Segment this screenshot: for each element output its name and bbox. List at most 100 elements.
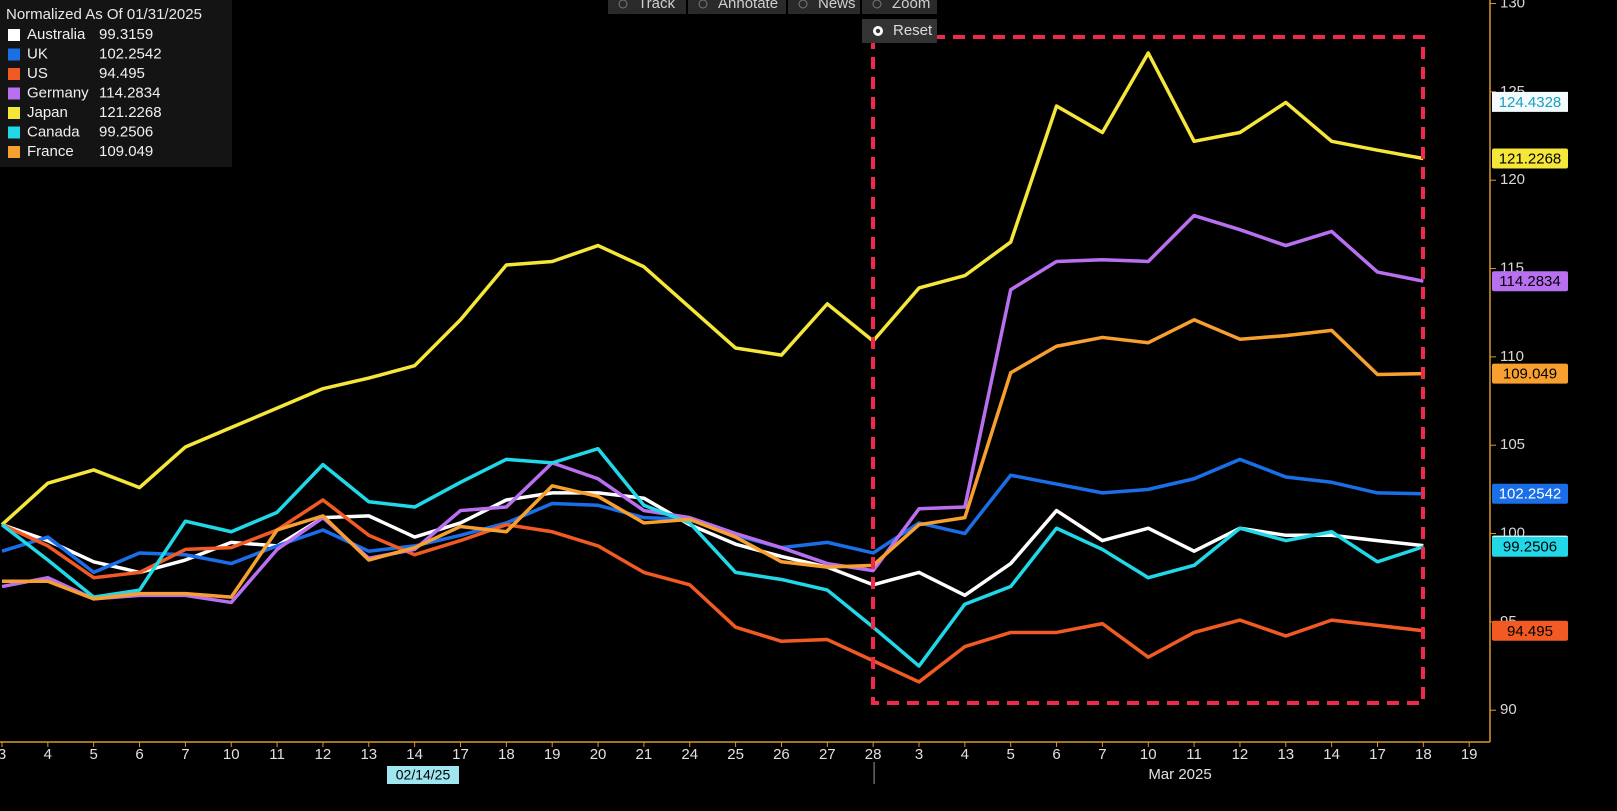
x-tick-label: 19: [544, 746, 561, 763]
x-tick-label: 7: [181, 746, 189, 763]
x-tick-label: 4: [44, 746, 52, 763]
series-line: [0, 51, 1424, 526]
legend-label: UK: [27, 45, 48, 62]
x-tick-label: 10: [1140, 746, 1157, 763]
last-value-tag: [1492, 271, 1568, 292]
last-value-label: 99.2506: [1503, 539, 1557, 556]
toolbar-button-label: News: [818, 0, 856, 12]
toolbar-button-bg: [688, 0, 786, 14]
y-tick-label: 130: [1500, 0, 1525, 12]
month-label: Mar 2025: [1148, 766, 1211, 783]
x-tick-label: 14: [406, 746, 423, 763]
x-tick-label: 28: [865, 746, 882, 763]
legend-value: 94.495: [99, 65, 145, 82]
toolbar-button-bg: [608, 0, 686, 14]
x-tick-label: 12: [1232, 746, 1249, 763]
toolbar-button[interactable]: Track: [608, 0, 686, 14]
x-tick-label: 25: [727, 746, 744, 763]
last-value-label: 94.495: [1507, 623, 1553, 640]
x-tick-label: 18: [498, 746, 515, 763]
legend: Normalized As Of 01/31/2025 Australia 99.3…: [0, 0, 232, 167]
legend-swatch: [8, 48, 20, 61]
x-tick-label: 17: [452, 746, 469, 763]
last-value-tag: [1492, 536, 1568, 557]
x-tick-label: 19: [1461, 746, 1478, 763]
last-value-label: 114.2834: [1499, 273, 1560, 290]
legend-box: [0, 0, 232, 167]
toolbar-icon: [798, 0, 808, 9]
legend-value: 114.2834: [99, 84, 160, 101]
last-value-label: 102.2542: [1499, 486, 1562, 503]
x-tick-label: 14: [1323, 746, 1340, 763]
toolbar: Track Annotate News Zoom Reset: [608, 0, 937, 43]
toolbar-icon: [872, 0, 882, 9]
plot-area: 9095100105110115120125130345671011121314…: [0, 0, 1568, 784]
series-line: [1, 213, 1424, 605]
legend-swatch: [8, 87, 20, 100]
x-tick-label: 5: [90, 746, 98, 763]
legend-label: France: [27, 143, 74, 160]
legend-label: Japan: [27, 104, 68, 121]
x-tick-label: 11: [1186, 746, 1202, 763]
toolbar-button-label: Annotate: [718, 0, 778, 12]
last-value-label: 109.049: [1503, 366, 1557, 383]
legend-swatch: [8, 68, 20, 80]
toolbar-button-bg: [788, 0, 860, 14]
legend-label: Australia: [27, 26, 86, 43]
toolbar-button[interactable]: Annotate: [688, 0, 786, 14]
toolbar-button-label: Track: [638, 0, 675, 12]
legend-value: 99.2506: [99, 123, 153, 140]
cursor-value-label: 124.4328: [1499, 94, 1562, 111]
x-tick-label: 21: [636, 746, 653, 763]
x-tick-label: 10: [223, 746, 240, 763]
legend-value: 121.2268: [99, 104, 162, 121]
x-tick-label: 11: [269, 746, 285, 763]
legend-swatch: [8, 107, 20, 119]
x-tick-label: 24: [681, 746, 698, 763]
legend-label: Germany: [27, 84, 89, 101]
x-tick-label: 3: [915, 746, 923, 763]
reset-button[interactable]: Reset: [862, 19, 937, 43]
last-value-tag: [1492, 483, 1568, 504]
x-tick-label: 17: [1369, 746, 1386, 763]
toolbar-button-label: Zoom: [892, 0, 930, 12]
y-tick-label: 110: [1500, 348, 1524, 365]
x-tick-label: 20: [590, 746, 607, 763]
x-tick-label: 26: [773, 746, 790, 763]
last-value-tag: [1492, 363, 1568, 384]
legend-swatch: [8, 126, 20, 139]
date-cursor-label: 02/14/25: [396, 767, 451, 783]
legend-swatch: [8, 29, 20, 41]
last-value-tag: [1492, 620, 1568, 641]
y-tick-label: 90: [1500, 701, 1517, 718]
toolbar-button[interactable]: News: [788, 0, 860, 14]
date-cursor-bg: [387, 766, 459, 784]
legend-value: 99.3159: [99, 26, 153, 43]
x-tick-label: 12: [315, 746, 332, 763]
x-tick-label: 5: [1007, 746, 1015, 763]
highlight-box: [871, 35, 1425, 705]
x-tick-label: 13: [360, 746, 377, 763]
series-line: [2, 318, 1424, 601]
series-line: [0, 446, 1424, 668]
toolbar-button[interactable]: Zoom: [862, 0, 937, 14]
reset-label: Reset: [893, 22, 933, 39]
y-tick-label: 105: [1500, 436, 1525, 453]
legend-title: Normalized As Of 01/31/2025: [6, 6, 202, 23]
x-tick-label: 6: [1052, 746, 1060, 763]
series-line: [1, 498, 1424, 684]
x-tick-label: 4: [961, 746, 969, 763]
x-tick-label: 18: [1415, 746, 1432, 763]
legend-label: Canada: [27, 123, 80, 140]
cursor-value-tag: [1492, 91, 1568, 112]
x-tick-label: 27: [819, 746, 836, 763]
legend-value: 102.2542: [99, 45, 162, 62]
toolbar-icon: [698, 0, 708, 9]
x-tick-label: 7: [1098, 746, 1106, 763]
last-value-tag: [1492, 148, 1568, 169]
last-value-label: 121.2268: [1499, 150, 1562, 167]
x-tick-label: 6: [135, 746, 143, 763]
